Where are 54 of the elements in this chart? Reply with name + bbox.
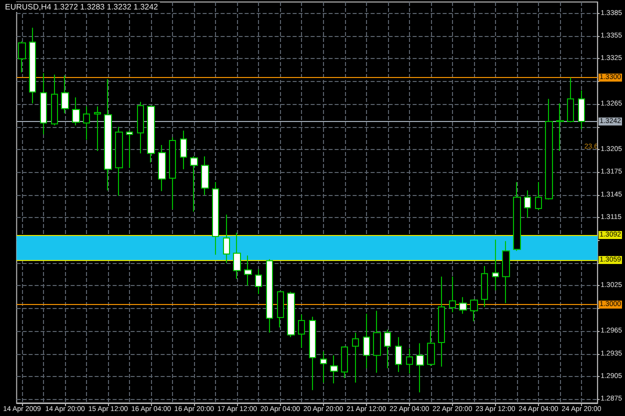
candlestick (513, 182, 521, 252)
candlestick (481, 266, 488, 308)
candlestick (320, 351, 327, 384)
candlestick (556, 102, 564, 152)
candlestick (201, 156, 209, 196)
candlestick (233, 232, 241, 280)
candlestick (190, 156, 198, 212)
candlestick (352, 332, 359, 384)
candlestick (72, 96, 80, 126)
candlestick (126, 130, 133, 168)
candlestick (51, 74, 58, 126)
candlestick (137, 101, 144, 154)
candlestick (115, 126, 123, 196)
candlestick (266, 258, 273, 334)
candlestick (341, 346, 348, 379)
candlestick (158, 144, 166, 192)
candlestick (212, 182, 219, 256)
candlestick (287, 291, 295, 338)
candlestick (384, 329, 391, 369)
candlestick (567, 77, 574, 123)
candlestick (18, 40, 26, 73)
candlestick (61, 74, 69, 114)
candlestick (492, 239, 499, 291)
candlestick (244, 254, 252, 286)
candlestick (169, 136, 176, 210)
candlestick (40, 72, 47, 135)
candlestick (223, 214, 230, 264)
candlestick (416, 342, 424, 393)
candlestick (104, 78, 112, 191)
candlestick (147, 105, 155, 163)
candlestick (427, 330, 435, 366)
candlestick (255, 268, 262, 295)
candlestick (395, 336, 402, 372)
candlestick (406, 348, 413, 374)
candlestick (309, 316, 316, 391)
candlestick (363, 313, 370, 369)
candlestick (330, 354, 338, 384)
candlestick (94, 106, 101, 152)
chart-title: EURUSD,H4 1.3272 1.3283 1.3232 1.3242 (5, 2, 159, 12)
candlestick (83, 106, 90, 140)
candlestick (502, 240, 510, 304)
candlestick (578, 90, 585, 130)
candlestick (545, 98, 553, 200)
candlestick (459, 296, 467, 314)
candlestick (438, 276, 445, 368)
candlestick (298, 314, 305, 348)
candlestick (29, 27, 36, 104)
candlestick (524, 190, 531, 218)
candlestick (180, 130, 187, 170)
candlestick (373, 310, 381, 374)
candlestick (535, 182, 542, 211)
candlestick (277, 290, 284, 328)
candlestick (470, 298, 478, 322)
candlestick (449, 276, 456, 313)
